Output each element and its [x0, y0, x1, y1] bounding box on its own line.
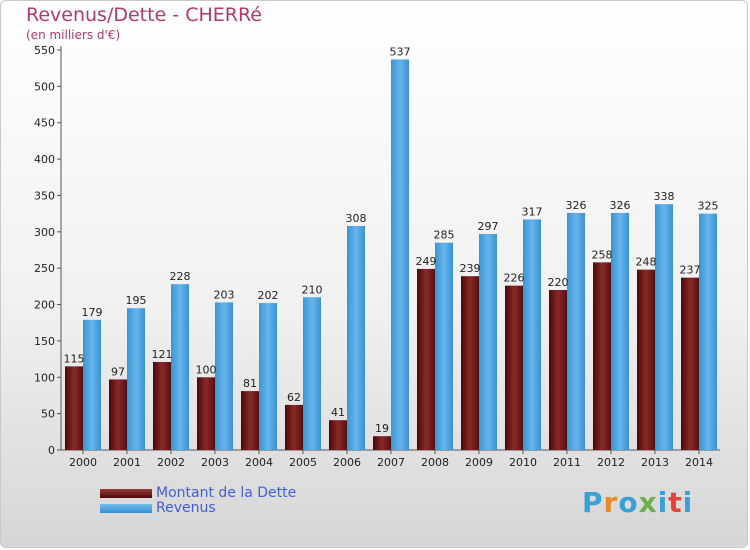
revenue-bar	[259, 303, 277, 450]
revenue-bar	[215, 302, 233, 450]
debt-bar	[109, 379, 127, 450]
revenue-value-label: 308	[346, 212, 367, 225]
revenue-bar	[435, 242, 453, 450]
debt-bar	[373, 436, 391, 450]
debt-bar	[241, 391, 259, 450]
revenue-bar	[391, 59, 409, 451]
debt-bar	[681, 277, 699, 450]
debt-value-label: 97	[111, 365, 125, 378]
debt-value-label: 258	[592, 248, 613, 261]
x-tick-label: 2011	[553, 456, 581, 469]
x-tick-label: 2013	[641, 456, 669, 469]
y-tick-label: 550	[34, 44, 55, 57]
y-tick-label: 50	[41, 408, 55, 421]
debt-bar	[153, 362, 171, 450]
debt-bar	[329, 420, 347, 450]
debt-bar	[505, 285, 523, 450]
revenue-bar	[567, 212, 585, 450]
x-tick-label: 2009	[465, 456, 493, 469]
revenue-value-label: 326	[566, 199, 587, 212]
revenue-bar	[303, 297, 321, 450]
debt-value-label: 121	[152, 348, 173, 361]
x-tick-label: 2004	[245, 456, 273, 469]
debt-value-label: 239	[460, 262, 481, 275]
debt-bar	[197, 377, 215, 450]
x-tick-label: 2014	[685, 456, 713, 469]
y-tick-label: 350	[34, 189, 55, 202]
x-tick-label: 2008	[421, 456, 449, 469]
legend-label-revenue: Revenus	[156, 500, 216, 516]
y-tick-label: 100	[34, 371, 55, 384]
legend-swatch-debt	[100, 489, 152, 498]
chart-subtitle: (en milliers d'€)	[26, 28, 121, 42]
debt-value-label: 237	[680, 264, 701, 277]
revenue-bar	[127, 308, 145, 450]
debt-value-label: 62	[287, 391, 301, 404]
revenue-value-label: 203	[214, 288, 235, 301]
revenue-value-label: 338	[654, 190, 675, 203]
debt-value-label: 81	[243, 377, 257, 390]
debt-bar	[549, 290, 567, 450]
x-tick-label: 2012	[597, 456, 625, 469]
debt-bar	[417, 268, 435, 450]
revenue-value-label: 297	[478, 220, 499, 233]
revenue-value-label: 179	[82, 306, 103, 319]
y-tick-label: 200	[34, 299, 55, 312]
x-tick-label: 2010	[509, 456, 537, 469]
y-tick-label: 400	[34, 153, 55, 166]
debt-bar	[593, 262, 611, 450]
debt-value-label: 248	[636, 256, 657, 269]
debt-value-label: 249	[416, 255, 437, 268]
revenue-value-label: 326	[610, 199, 631, 212]
x-tick-label: 2006	[333, 456, 361, 469]
revenue-bar	[655, 204, 673, 450]
y-tick-label: 250	[34, 262, 55, 275]
revenue-bar	[347, 226, 365, 450]
revenue-value-label: 195	[126, 294, 147, 307]
axes: 0 50 100 150 200 250 300 350 400 450 500 550 2000 200…	[34, 44, 720, 469]
x-tick-label: 2005	[289, 456, 317, 469]
y-tick-label: 450	[34, 117, 55, 130]
revenue-value-label: 537	[390, 45, 411, 58]
revenue-value-label: 325	[698, 200, 719, 213]
revenue-bar	[171, 284, 189, 450]
x-tick-label: 2002	[157, 456, 185, 469]
revenue-value-label: 228	[170, 270, 191, 283]
x-tick-label: 2001	[113, 456, 141, 469]
x-tick-label: 2003	[201, 456, 229, 469]
revenue-bar	[699, 213, 717, 450]
legend-label-debt: Montant de la Dette	[156, 485, 297, 501]
y-tick-label: 500	[34, 80, 55, 93]
debt-value-label: 100	[196, 363, 217, 376]
y-tick-label: 0	[48, 444, 55, 457]
x-tick-label: 2000	[69, 456, 97, 469]
x-tick-label: 2007	[377, 456, 405, 469]
debt-bar	[285, 404, 303, 450]
revenue-bar	[523, 219, 541, 450]
debt-value-label: 19	[375, 422, 389, 435]
revenue-value-label: 202	[258, 289, 279, 302]
revenue-bar	[479, 234, 497, 450]
debt-bar	[637, 269, 655, 450]
revenue-bar	[611, 212, 629, 450]
debt-value-label: 115	[64, 352, 85, 365]
revenue-bar	[83, 319, 101, 450]
debt-value-label: 226	[504, 272, 525, 285]
legend-swatch-revenue	[100, 504, 152, 513]
chart-title: Revenus/Dette - CHERRé	[26, 4, 262, 26]
proxiti-logo: Proxiti	[582, 486, 694, 519]
revenue-value-label: 317	[522, 205, 543, 218]
debt-value-label: 41	[331, 406, 345, 419]
revenue-value-label: 210	[302, 283, 323, 296]
debt-value-label: 220	[548, 276, 569, 289]
debt-bar	[461, 276, 479, 450]
bars	[65, 59, 717, 451]
y-tick-label: 300	[34, 226, 55, 239]
value-labels: 115 97 121 100 81 62 41 19 249 239 226 220 258 248 237…	[64, 45, 719, 435]
revenue-value-label: 285	[434, 229, 455, 242]
y-tick-label: 150	[34, 335, 55, 348]
debt-bar	[65, 366, 83, 450]
